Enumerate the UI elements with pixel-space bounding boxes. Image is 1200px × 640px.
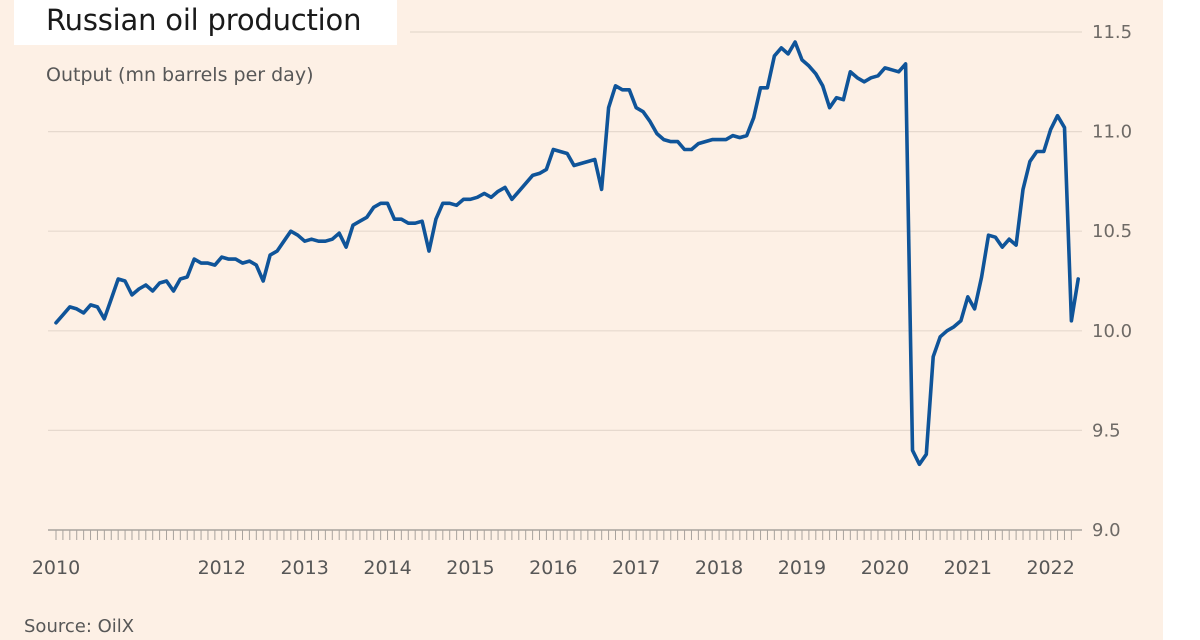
y-tick-label: 11.5 — [1092, 22, 1132, 43]
x-tick-label: 2010 — [32, 557, 80, 579]
y-tick-label: 10.5 — [1092, 221, 1132, 242]
x-tick-label: 2013 — [280, 557, 328, 579]
x-tick-label: 2022 — [1026, 557, 1074, 579]
chart-subtitle: Output (mn barrels per day) — [46, 64, 314, 86]
x-tick-label: 2014 — [363, 557, 411, 579]
y-tick-label: 10.0 — [1092, 321, 1132, 342]
y-tick-label: 9.5 — [1092, 420, 1121, 441]
y-tick-label: 11.0 — [1092, 122, 1132, 143]
chart-source: Source: OilX — [24, 616, 135, 637]
x-tick-label: 2017 — [612, 557, 660, 579]
x-tick-label: 2020 — [861, 557, 909, 579]
x-tick-label: 2021 — [944, 557, 992, 579]
series-line — [54, 40, 1080, 467]
title-box: Russian oil production — [14, 0, 398, 45]
x-tick-label: 2019 — [778, 557, 826, 579]
chart-title: Russian oil production — [46, 3, 362, 37]
x-tick-label: 2012 — [198, 557, 246, 579]
x-tick-label: 2015 — [446, 557, 494, 579]
x-tick-label: 2018 — [695, 557, 743, 579]
y-tick-label: 9.0 — [1092, 520, 1121, 541]
x-tick-label: 2016 — [529, 557, 577, 579]
